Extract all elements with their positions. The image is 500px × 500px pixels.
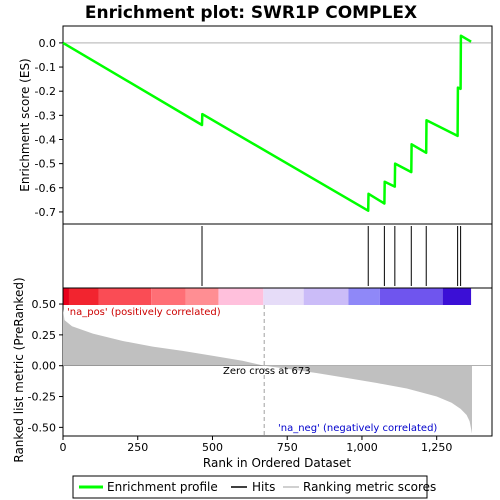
x-tick-label-0: 0 [60, 441, 67, 454]
es-y-ticks: 0.0 -0.1 -0.2 -0.3 -0.4 -0.5 -0.6 -0.7 [35, 37, 63, 219]
legend-label-hits: Hits [252, 480, 275, 494]
rank-y-tick-label-4: -0.50 [28, 421, 56, 434]
color-bar-segment-1 [68, 288, 99, 305]
color-bar-segment-10 [442, 288, 472, 305]
color-bar-segment-4 [185, 288, 219, 305]
es-y-tick-label-1: -0.1 [35, 61, 56, 74]
rank-y-tick-label-1: 0.25 [32, 329, 57, 342]
chart-title: Enrichment plot: SWR1P COMPLEX [85, 3, 417, 23]
color-bar-segment-9 [379, 288, 443, 305]
es-panel-frame [62, 25, 493, 225]
es-y-tick-label-3: -0.3 [35, 109, 56, 122]
x-axis-label: Rank in Ordered Dataset [203, 456, 351, 470]
rank-color-bar [63, 288, 472, 305]
x-ticks: 0 250 500 750 1,000 1,250 [60, 436, 453, 454]
rank-y-tick-label-3: -0.25 [28, 391, 56, 404]
es-y-tick-label-0: 0.0 [39, 37, 57, 50]
es-y-tick-label-4: -0.4 [35, 133, 56, 146]
x-tick-label-5: 1,250 [421, 441, 453, 454]
es-y-tick-label-6: -0.6 [35, 182, 56, 195]
zero-cross-label: Zero cross at 673 [223, 366, 311, 377]
rank-y-ticks: 0.50 0.25 0.00 -0.25 -0.50 [28, 298, 63, 434]
es-y-tick-label-5: -0.5 [35, 158, 56, 171]
color-bar-segment-6 [263, 288, 304, 305]
color-bar-segment-0 [63, 288, 69, 305]
rank-y-axis-label: Ranked list metric (PreRanked) [12, 277, 26, 462]
rank-y-tick-label-2: 0.00 [32, 360, 57, 373]
enrichment-profile-line [62, 34, 472, 212]
x-tick-label-1: 250 [127, 441, 148, 454]
color-bar-segment-8 [348, 288, 380, 305]
x-tick-label-3: 750 [277, 441, 298, 454]
ranking-metric-area [63, 309, 472, 434]
es-y-tick-label-7: -0.7 [35, 206, 56, 219]
color-bar-segment-2 [98, 288, 152, 305]
es-y-tick-label-2: -0.2 [35, 85, 56, 98]
color-bar-segment-7 [303, 288, 349, 305]
legend-box [72, 475, 428, 499]
negative-correlation-label: 'na_neg' (negatively correlated) [278, 423, 437, 434]
rank-y-tick-label-0: 0.50 [32, 298, 57, 311]
color-bar-segment-5 [218, 288, 264, 305]
legend-label-ranking: Ranking metric scores [303, 480, 436, 494]
hits-panel-frame [62, 223, 493, 289]
x-tick-label-2: 500 [202, 441, 223, 454]
positive-correlation-label: 'na_pos' (positively correlated) [67, 307, 221, 318]
es-y-axis-label: Enrichment score (ES) [18, 58, 32, 191]
x-tick-label-4: 1,000 [346, 441, 378, 454]
hit-markers [201, 226, 462, 286]
color-bar-segment-3 [151, 288, 186, 305]
legend-label-enrichment: Enrichment profile [107, 480, 218, 494]
